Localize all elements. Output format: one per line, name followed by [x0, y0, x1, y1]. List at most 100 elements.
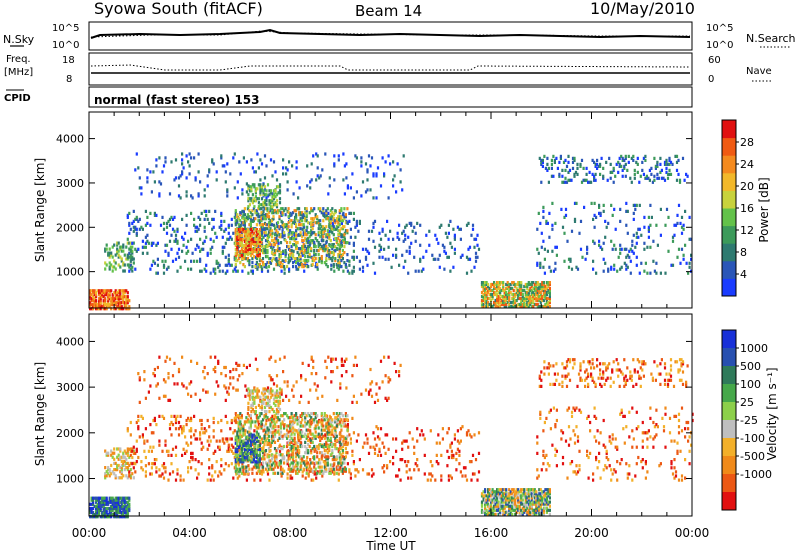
- vel-cell: [122, 455, 125, 459]
- power-cell: [95, 295, 98, 299]
- vel-cell: [255, 471, 258, 475]
- power-cell: [636, 162, 639, 166]
- vel-cell: [111, 496, 114, 500]
- power-cell: [512, 296, 515, 301]
- power-cell: [536, 281, 539, 285]
- vel-cell: [335, 438, 338, 442]
- power-cell: [258, 233, 261, 238]
- power-cell: [281, 221, 284, 225]
- power-cell: [173, 178, 176, 182]
- power-cell: [570, 267, 574, 271]
- vel-cell: [329, 442, 332, 447]
- power-cell: [535, 292, 538, 297]
- power-cell: [307, 251, 310, 255]
- power-cell: [249, 225, 252, 229]
- power-cell: [333, 269, 336, 273]
- power-cell: [333, 178, 336, 182]
- vel-cell: [185, 418, 188, 423]
- vel-cell: [232, 386, 235, 390]
- power-cell: [301, 253, 304, 257]
- vel-cell: [102, 508, 105, 513]
- power-cell: [592, 267, 595, 271]
- power-cell: [485, 302, 488, 307]
- power-cell: [586, 245, 589, 249]
- vel-cell: [310, 355, 313, 359]
- power-cell: [593, 201, 596, 205]
- vel-cell: [125, 474, 128, 478]
- vel-cell: [326, 444, 329, 449]
- power-cell: [544, 292, 547, 297]
- power-cell: [126, 213, 129, 217]
- vel-cell: [245, 438, 248, 442]
- power-cell: [680, 247, 684, 251]
- vel-cell: [355, 400, 358, 404]
- vel-cell: [181, 382, 184, 386]
- power-cell: [237, 233, 240, 238]
- vel-cell: [129, 476, 132, 480]
- vel-cell: [123, 504, 126, 508]
- vel-cell: [257, 465, 260, 469]
- power-cell: [271, 231, 274, 235]
- power-cell: [615, 162, 618, 166]
- power-cell: [503, 298, 506, 303]
- power-cell: [126, 299, 129, 303]
- power-cell: [538, 298, 541, 303]
- power-cell: [298, 263, 301, 267]
- power-cell: [258, 232, 261, 236]
- vel-cell: [155, 458, 158, 462]
- power-cell: [303, 269, 306, 273]
- power-cell: [283, 267, 286, 271]
- power-cell: [505, 286, 508, 291]
- vel-cell: [140, 414, 143, 418]
- power-cell: [194, 229, 197, 233]
- vel-cell: [264, 461, 268, 465]
- power-cell: [176, 229, 179, 233]
- power-cell: [306, 184, 309, 188]
- power-cell: [332, 263, 335, 267]
- power-cell: [352, 243, 355, 247]
- power-cell: [593, 174, 596, 178]
- power-cell: [105, 243, 108, 247]
- vel-cell: [141, 416, 144, 420]
- power-cell: [598, 211, 601, 215]
- power-cell: [396, 235, 399, 239]
- power-cell: [255, 228, 258, 232]
- vel-cell: [120, 513, 123, 517]
- vel-cell: [208, 472, 211, 476]
- power-cell: [499, 290, 502, 295]
- vel-cell: [236, 363, 239, 367]
- power-cell: [234, 233, 237, 238]
- vel-cell: [132, 451, 135, 455]
- power-cell: [610, 203, 613, 207]
- power-cell: [155, 164, 158, 168]
- power-cell: [260, 162, 264, 166]
- power-cell: [369, 164, 372, 168]
- vel-cell: [260, 465, 263, 469]
- power-cell: [212, 217, 215, 221]
- power-cell: [89, 293, 92, 297]
- power-cell: [257, 215, 260, 219]
- power-cell: [111, 295, 114, 299]
- power-cell: [328, 229, 331, 233]
- vel-cell: [212, 429, 215, 433]
- power-cell: [319, 235, 322, 239]
- power-cell: [533, 288, 536, 293]
- power-cell: [111, 297, 114, 301]
- power-cell: [107, 289, 110, 293]
- power-cell: [258, 223, 261, 227]
- power-cell: [544, 288, 547, 293]
- noise-panel: N.Sky 10^5 10^0 N.Search 10^5 10^0: [3, 21, 796, 51]
- vel-cell: [279, 414, 283, 418]
- power-cell: [404, 237, 407, 241]
- vel-cell: [131, 449, 134, 453]
- power-cell: [610, 267, 613, 271]
- power-cell: [331, 247, 334, 251]
- vel-cell: [92, 511, 95, 515]
- power-cell: [257, 183, 260, 187]
- power-cell: [351, 269, 354, 273]
- power-cell: [273, 251, 277, 255]
- vel-cell: [161, 464, 164, 468]
- vel-cell: [326, 463, 329, 467]
- power-cell: [260, 237, 264, 241]
- power-cell: [293, 233, 296, 237]
